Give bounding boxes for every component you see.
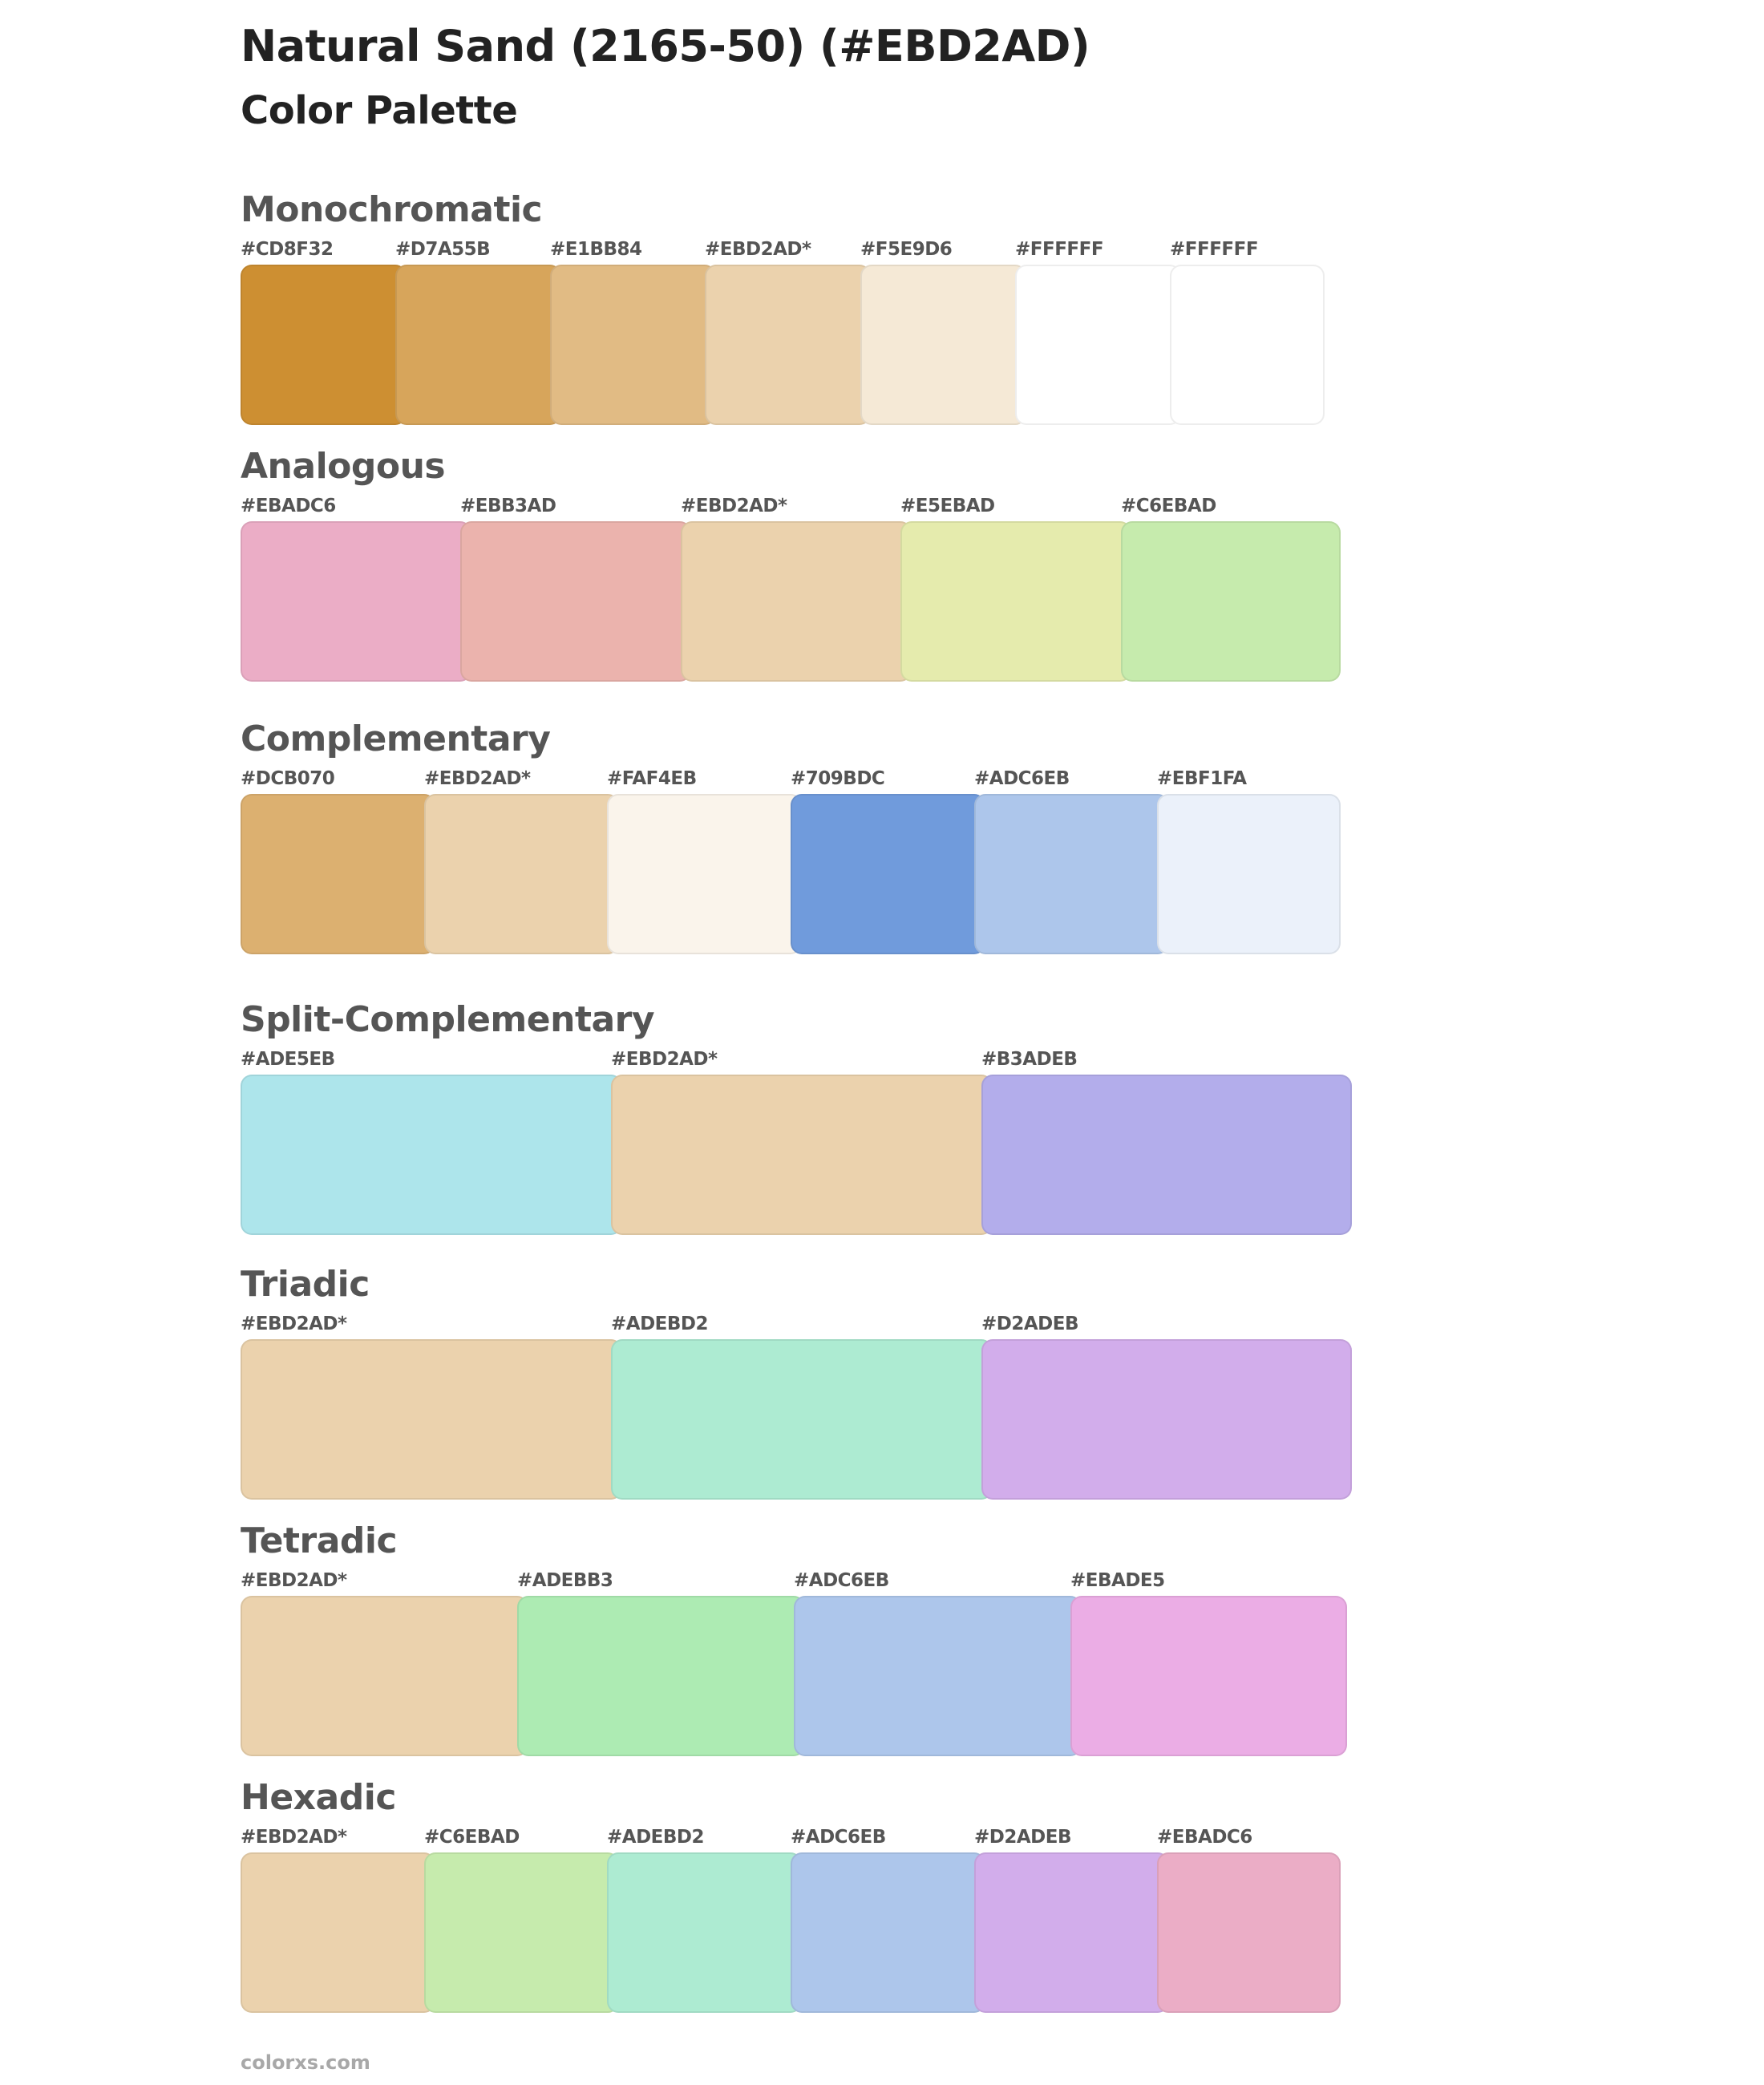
swatch-hex-label[interactable]: #D7A55B <box>395 239 491 260</box>
swatch-hex-label[interactable]: #E5EBAD <box>900 496 995 516</box>
color-swatch[interactable] <box>460 521 691 682</box>
swatch-hex-label[interactable]: #ADC6EB <box>974 768 1070 789</box>
color-swatch[interactable] <box>900 521 1131 682</box>
swatch-hex-label[interactable]: #EBADE5 <box>1070 1570 1165 1591</box>
swatch-hex-label[interactable]: #EBD2AD* <box>424 768 531 789</box>
color-swatch[interactable] <box>395 265 561 425</box>
color-swatch[interactable] <box>1157 1852 1341 2013</box>
color-swatch[interactable] <box>517 1596 805 1756</box>
swatch-hex-label[interactable]: #EBADC6 <box>1157 1827 1252 1848</box>
section-heading: Tetradic <box>241 1520 398 1561</box>
color-swatch[interactable] <box>1121 521 1341 682</box>
color-swatch[interactable] <box>611 1075 993 1235</box>
color-swatch[interactable] <box>1170 265 1325 425</box>
color-swatch[interactable] <box>241 794 435 954</box>
page-title: Natural Sand (2165-50) (#EBD2AD) <box>241 21 1090 71</box>
section-analogous: Analogous #EBADC6 #EBB3AD #EBD2AD* #E5EBAD #C… <box>241 446 1341 682</box>
swatch-hex-label[interactable]: #C6EBAD <box>1121 496 1216 516</box>
color-swatch[interactable] <box>550 265 716 425</box>
swatch-hex-label[interactable]: #ADE5EB <box>241 1049 335 1070</box>
swatch-hex-label[interactable]: #ADEBD2 <box>607 1827 705 1848</box>
swatch-hex-label[interactable]: #EBD2AD* <box>241 1570 347 1591</box>
color-swatch[interactable] <box>791 1852 985 2013</box>
section-tetradic: Tetradic #EBD2AD* #ADEBB3 #ADC6EB #EBADE5 <box>241 1520 1347 1756</box>
color-swatch[interactable] <box>794 1596 1082 1756</box>
color-swatch[interactable] <box>607 794 802 954</box>
color-swatch[interactable] <box>241 1596 528 1756</box>
color-swatch[interactable] <box>974 1852 1169 2013</box>
color-swatch[interactable] <box>981 1339 1352 1500</box>
swatch-row <box>241 1596 1347 1756</box>
swatch-row <box>241 794 1341 954</box>
section-split-complementary: Split-Complementary #ADE5EB #EBD2AD* #B3ADE… <box>241 999 1352 1235</box>
page-subtitle: Color Palette <box>241 88 518 133</box>
section-heading: Split-Complementary <box>241 999 655 1040</box>
color-swatch[interactable] <box>241 1075 622 1235</box>
color-swatch[interactable] <box>791 794 985 954</box>
color-swatch[interactable] <box>1157 794 1341 954</box>
color-swatch[interactable] <box>860 265 1026 425</box>
swatch-row <box>241 265 1325 425</box>
swatch-hex-label[interactable]: #D2ADEB <box>974 1827 1072 1848</box>
color-swatch[interactable] <box>607 1852 802 2013</box>
section-heading: Analogous <box>241 446 446 487</box>
swatch-labels: #ADE5EB #EBD2AD* #B3ADEB <box>241 1049 1078 1075</box>
swatch-hex-label[interactable]: #ADEBD2 <box>611 1314 709 1334</box>
color-swatch[interactable] <box>681 521 912 682</box>
swatch-hex-label[interactable]: #EBD2AD* <box>241 1314 347 1334</box>
swatch-hex-label[interactable]: #EBD2AD* <box>705 239 811 260</box>
swatch-hex-label[interactable]: #709BDC <box>791 768 885 789</box>
color-swatch[interactable] <box>424 794 619 954</box>
swatch-labels: #EBD2AD* #ADEBB3 #ADC6EB #EBADE5 <box>241 1570 1165 1596</box>
section-hexadic: Hexadic #EBD2AD* #C6EBAD #ADEBD2 #ADC6EB #D2A… <box>241 1777 1341 2013</box>
swatch-row <box>241 1075 1352 1235</box>
swatch-hex-label[interactable]: #FFFFFF <box>1015 239 1104 260</box>
section-complementary: Complementary #DCB070 #EBD2AD* #FAF4EB #709B… <box>241 719 1341 954</box>
color-swatch[interactable] <box>241 1852 435 2013</box>
swatch-hex-label[interactable]: #FFFFFF <box>1170 239 1259 260</box>
swatch-hex-label[interactable]: #DCB070 <box>241 768 335 789</box>
swatch-hex-label[interactable]: #FAF4EB <box>607 768 697 789</box>
section-heading: Hexadic <box>241 1777 396 1818</box>
color-swatch[interactable] <box>1070 1596 1347 1756</box>
swatch-hex-label[interactable]: #D2ADEB <box>981 1314 1079 1334</box>
section-heading: Triadic <box>241 1264 370 1305</box>
swatch-hex-label[interactable]: #ADC6EB <box>794 1570 889 1591</box>
swatch-hex-label[interactable]: #EBD2AD* <box>681 496 787 516</box>
color-swatch[interactable] <box>981 1075 1352 1235</box>
color-swatch[interactable] <box>241 1339 622 1500</box>
swatch-hex-label[interactable]: #EBD2AD* <box>241 1827 347 1848</box>
swatch-hex-label[interactable]: #F5E9D6 <box>860 239 953 260</box>
swatch-hex-label[interactable]: #C6EBAD <box>424 1827 520 1848</box>
section-monochromatic: Monochromatic #CD8F32 #D7A55B #E1BB84 #EBD2A… <box>241 189 1325 425</box>
swatch-hex-label[interactable]: #EBD2AD* <box>611 1049 718 1070</box>
swatch-hex-label[interactable]: #B3ADEB <box>981 1049 1078 1070</box>
swatch-labels: #DCB070 #EBD2AD* #FAF4EB #709BDC #ADC6EB #EBF… <box>241 768 1247 794</box>
swatch-labels: #CD8F32 #D7A55B #E1BB84 #EBD2AD* #F5E9D6 #FFF… <box>241 239 1259 265</box>
color-swatch[interactable] <box>611 1339 993 1500</box>
color-swatch[interactable] <box>1015 265 1181 425</box>
color-swatch[interactable] <box>705 265 871 425</box>
swatch-hex-label[interactable]: #ADC6EB <box>791 1827 886 1848</box>
site-link[interactable]: colorxs.com <box>241 2051 370 2074</box>
color-swatch[interactable] <box>241 521 471 682</box>
color-swatch[interactable] <box>424 1852 619 2013</box>
swatch-hex-label[interactable]: #E1BB84 <box>550 239 642 260</box>
swatch-row <box>241 521 1341 682</box>
color-swatch[interactable] <box>974 794 1169 954</box>
section-triadic: Triadic #EBD2AD* #ADEBD2 #D2ADEB <box>241 1264 1352 1500</box>
swatch-row <box>241 1852 1341 2013</box>
swatch-hex-label[interactable]: #EBF1FA <box>1157 768 1247 789</box>
swatch-labels: #EBADC6 #EBB3AD #EBD2AD* #E5EBAD #C6EBAD <box>241 496 1216 521</box>
section-heading: Monochromatic <box>241 189 543 230</box>
swatch-hex-label[interactable]: #EBB3AD <box>460 496 556 516</box>
swatch-hex-label[interactable]: #ADEBB3 <box>517 1570 613 1591</box>
swatch-hex-label[interactable]: #CD8F32 <box>241 239 334 260</box>
swatch-hex-label[interactable]: #EBADC6 <box>241 496 336 516</box>
swatch-row <box>241 1339 1352 1500</box>
section-heading: Complementary <box>241 719 551 759</box>
swatch-labels: #EBD2AD* #C6EBAD #ADEBD2 #ADC6EB #D2ADEB #EBA… <box>241 1827 1252 1852</box>
color-swatch[interactable] <box>241 265 407 425</box>
swatch-labels: #EBD2AD* #ADEBD2 #D2ADEB <box>241 1314 1079 1339</box>
